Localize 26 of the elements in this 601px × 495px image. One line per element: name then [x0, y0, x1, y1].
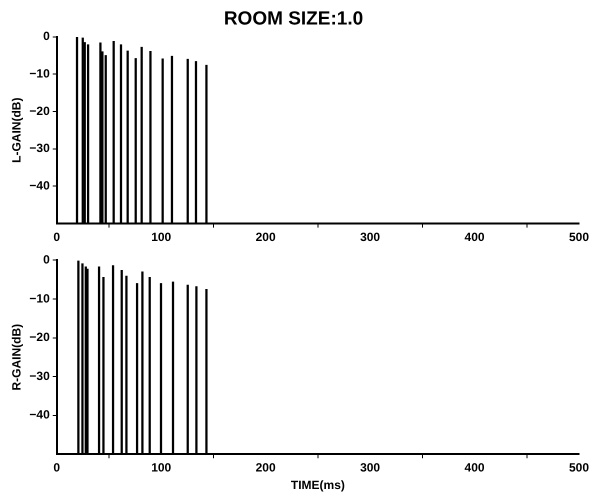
x-tick-label: 100 [151, 460, 172, 475]
x-tick-label: 300 [360, 460, 380, 475]
y-tick-label: −20 [29, 104, 50, 118]
y-tick-label: 0 [43, 252, 50, 267]
x-tick-label: 300 [360, 230, 380, 244]
y-tick-label: −10 [29, 291, 50, 306]
y-axis-title: L-GAIN(dB) [10, 98, 24, 163]
y-tick-label: 0 [43, 29, 50, 44]
x-tick-label: 100 [151, 230, 172, 244]
x-tick-label: 0 [53, 460, 60, 475]
y-tick-label: −30 [29, 368, 50, 383]
x-tick-label: 200 [256, 460, 276, 475]
y-tick-label: −40 [29, 178, 50, 193]
x-tick-label: 400 [464, 230, 485, 244]
x-tick-label: 500 [568, 230, 590, 244]
x-tick-label: 0 [53, 230, 60, 244]
y-tick-label: −30 [29, 141, 50, 156]
y-tick-label: −20 [29, 330, 50, 344]
x-tick-label: 500 [568, 460, 590, 475]
y-axis-title: R-GAIN(dB) [10, 324, 24, 391]
x-tick-label: 200 [256, 230, 276, 244]
y-tick-label: −40 [29, 408, 50, 422]
x-axis-title: TIME(ms) [290, 478, 345, 492]
chart-title: ROOM SIZE:1.0 [224, 8, 364, 30]
y-tick-label: −10 [29, 66, 50, 80]
x-tick-label: 400 [464, 460, 485, 475]
